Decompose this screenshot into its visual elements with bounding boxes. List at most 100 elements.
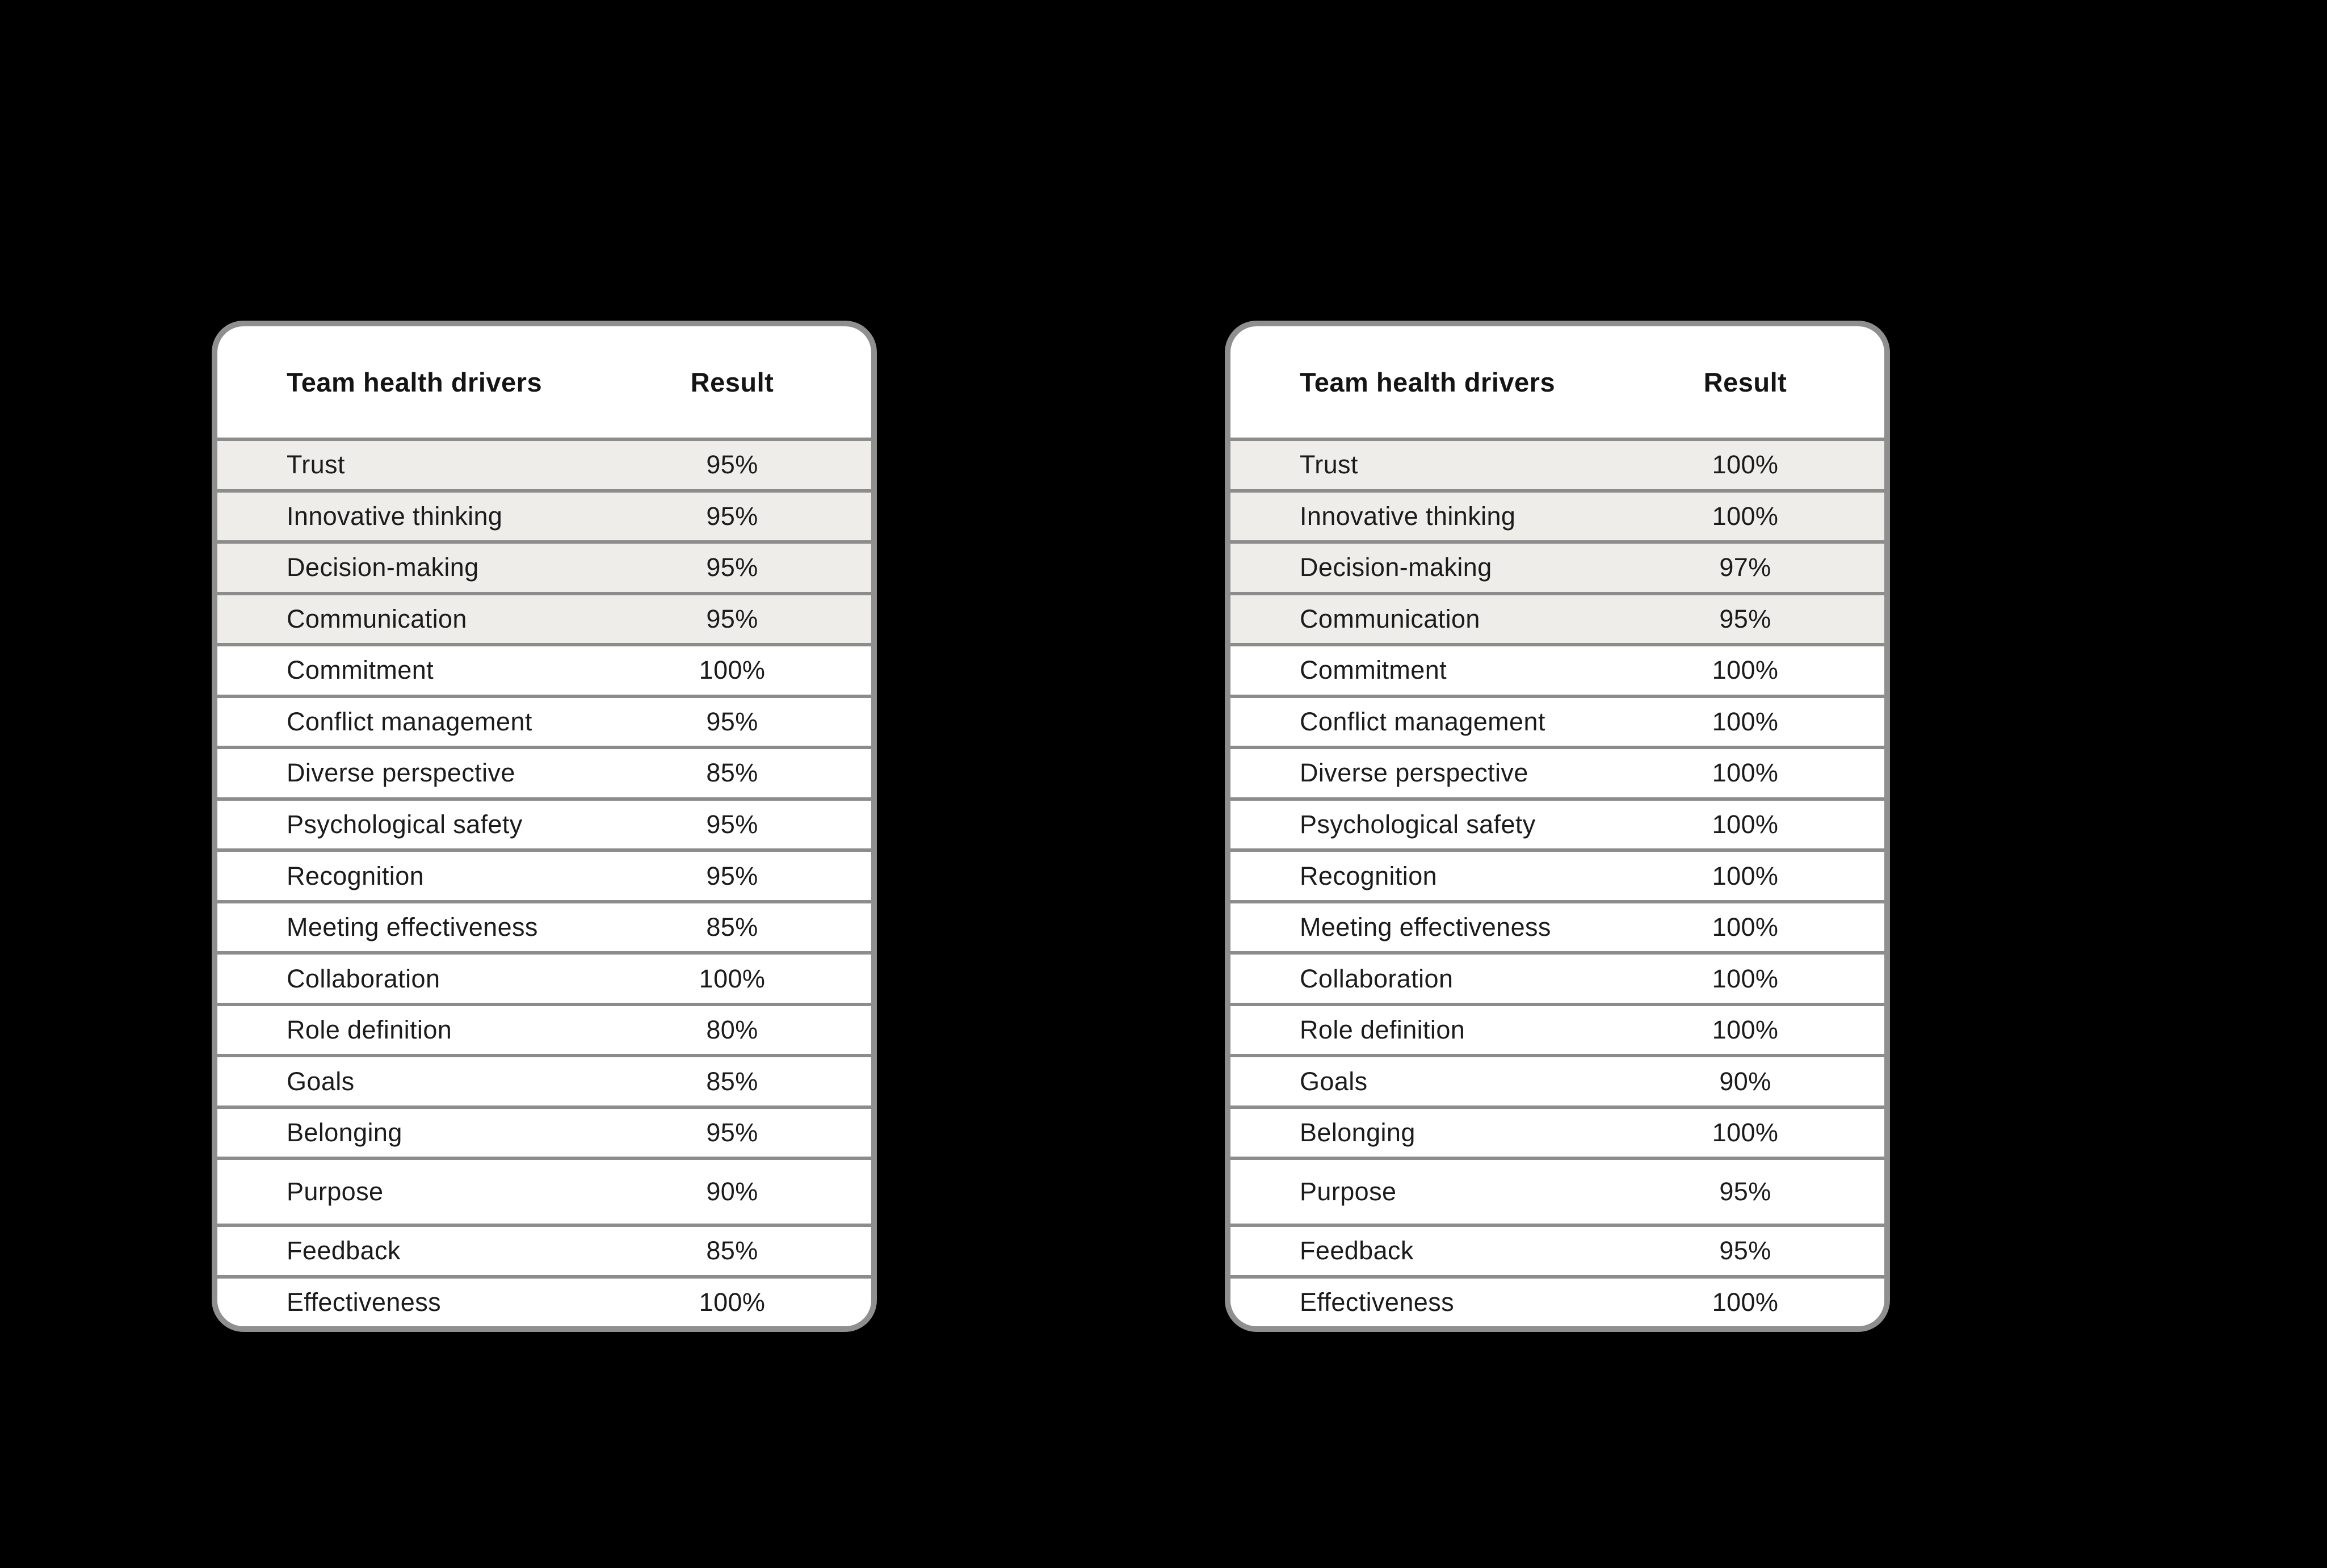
driver-label: Goals [1300, 1066, 1368, 1096]
driver-label: Effectiveness [1300, 1287, 1455, 1317]
result-value: 100% [1712, 707, 1779, 736]
driver-label: Trust [287, 450, 345, 480]
driver-label: Decision-making [287, 553, 479, 582]
table-row: Effectiveness 100% [1230, 1275, 1884, 1326]
table-row: Psychological safety 95% [217, 797, 871, 849]
result-value: 100% [1712, 964, 1779, 993]
driver-label: Recognition [1300, 861, 1438, 890]
table-row: Meeting effectiveness 85% [217, 899, 871, 952]
result-value: 100% [699, 1287, 766, 1317]
driver-label: Goals [287, 1066, 355, 1096]
column-header-result: Result [690, 367, 774, 397]
table-row: Goals 90% [1230, 1054, 1884, 1105]
team-health-table-right: Team health drivers Result Trust 100% In… [1225, 321, 1890, 1332]
table-row: Meeting effectiveness 100% [1230, 899, 1884, 952]
driver-label: Meeting effectiveness [287, 913, 538, 942]
table-row: Decision-making 97% [1230, 540, 1884, 592]
result-value: 95% [706, 707, 758, 736]
result-value: 95% [1719, 604, 1771, 633]
table-row: Belonging 95% [217, 1105, 871, 1157]
result-value: 95% [706, 553, 758, 582]
driver-label: Trust [1300, 450, 1358, 480]
driver-label: Communication [287, 604, 467, 633]
result-value: 100% [1712, 809, 1779, 839]
driver-label: Commitment [287, 655, 434, 685]
result-value: 85% [706, 1066, 758, 1096]
table-row: Diverse perspective 100% [1230, 746, 1884, 797]
result-value: 100% [1712, 861, 1779, 890]
driver-label: Recognition [287, 861, 425, 890]
result-value: 95% [706, 809, 758, 839]
result-value: 95% [1719, 1236, 1771, 1266]
table-header: Team health drivers Result [1230, 326, 1884, 438]
column-header-drivers: Team health drivers [1300, 367, 1556, 397]
table-row: Recognition 95% [217, 848, 871, 900]
table-row: Commitment 100% [217, 643, 871, 695]
table-row: Goals 85% [217, 1054, 871, 1105]
table-row: Trust 95% [217, 438, 871, 489]
table-row: Innovative thinking 100% [1230, 489, 1884, 541]
result-value: 100% [1712, 655, 1779, 685]
driver-label: Innovative thinking [1300, 501, 1516, 531]
result-value: 97% [1719, 553, 1771, 582]
table-row: Communication 95% [217, 591, 871, 644]
driver-label: Diverse perspective [1300, 758, 1528, 788]
table-row: Trust 100% [1230, 438, 1884, 489]
driver-label: Psychological safety [287, 809, 523, 839]
table-row: Diverse perspective 85% [217, 746, 871, 797]
driver-label: Innovative thinking [287, 501, 503, 531]
driver-label: Psychological safety [1300, 809, 1536, 839]
driver-label: Conflict management [287, 707, 532, 736]
table-header: Team health drivers Result [217, 326, 871, 438]
driver-label: Conflict management [1300, 707, 1545, 736]
driver-label: Diverse perspective [287, 758, 515, 788]
table-row: Conflict management 95% [217, 694, 871, 746]
table-row: Role definition 80% [217, 1002, 871, 1054]
result-value: 85% [706, 913, 758, 942]
driver-label: Effectiveness [287, 1287, 442, 1317]
result-value: 95% [706, 604, 758, 633]
result-value: 95% [706, 1118, 758, 1147]
table-row: Psychological safety 100% [1230, 797, 1884, 849]
driver-label: Role definition [287, 1015, 452, 1045]
column-header-result: Result [1703, 367, 1787, 397]
table-row: Belonging 100% [1230, 1105, 1884, 1157]
table-row: Decision-making 95% [217, 540, 871, 592]
result-value: 85% [706, 1236, 758, 1266]
result-value: 100% [699, 655, 766, 685]
table-row: Communication 95% [1230, 591, 1884, 644]
table-row: Collaboration 100% [217, 951, 871, 1003]
driver-label: Communication [1300, 604, 1480, 633]
driver-label: Feedback [287, 1236, 401, 1266]
result-value: 100% [699, 964, 766, 993]
result-value: 95% [706, 861, 758, 890]
result-value: 100% [1712, 1015, 1779, 1045]
column-header-drivers: Team health drivers [287, 367, 543, 397]
result-value: 100% [1712, 501, 1779, 531]
result-value: 100% [1712, 450, 1779, 480]
result-value: 90% [1719, 1066, 1771, 1096]
driver-label: Purpose [287, 1177, 384, 1207]
table-row: Collaboration 100% [1230, 951, 1884, 1003]
result-value: 95% [706, 501, 758, 531]
driver-label: Belonging [1300, 1118, 1415, 1147]
table-row: Feedback 85% [217, 1224, 871, 1275]
driver-label: Collaboration [1300, 964, 1454, 993]
result-value: 95% [1719, 1177, 1771, 1207]
table-row: Role definition 100% [1230, 1002, 1884, 1054]
driver-label: Feedback [1300, 1236, 1414, 1266]
table-row: Purpose 95% [1230, 1157, 1884, 1224]
table-row: Recognition 100% [1230, 848, 1884, 900]
table-row: Feedback 95% [1230, 1224, 1884, 1275]
driver-label: Collaboration [287, 964, 440, 993]
table-row: Conflict management 100% [1230, 694, 1884, 746]
result-value: 100% [1712, 913, 1779, 942]
table-row: Innovative thinking 95% [217, 489, 871, 541]
result-value: 100% [1712, 758, 1779, 788]
driver-label: Commitment [1300, 655, 1447, 685]
table-row: Effectiveness 100% [217, 1275, 871, 1326]
team-health-table-left: Team health drivers Result Trust 95% Inn… [212, 321, 877, 1332]
result-value: 85% [706, 758, 758, 788]
driver-label: Meeting effectiveness [1300, 913, 1551, 942]
